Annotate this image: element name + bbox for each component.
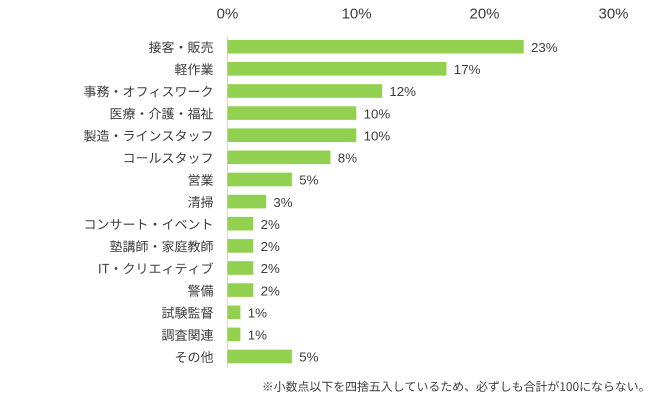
svg-text:3%: 3% <box>273 195 292 210</box>
svg-text:5%: 5% <box>299 173 318 188</box>
svg-text:2%: 2% <box>261 261 280 276</box>
svg-text:1%: 1% <box>248 328 267 343</box>
svg-text:20%: 20% <box>469 5 499 22</box>
svg-text:2%: 2% <box>261 217 280 232</box>
svg-text:2%: 2% <box>261 239 280 254</box>
svg-text:23%: 23% <box>531 40 558 55</box>
svg-text:10%: 10% <box>342 5 372 22</box>
svg-text:5%: 5% <box>299 350 318 365</box>
svg-text:0%: 0% <box>217 5 239 22</box>
svg-text:17%: 17% <box>454 62 481 77</box>
svg-text:1%: 1% <box>248 306 267 321</box>
svg-text:30%: 30% <box>598 5 628 22</box>
svg-text:10%: 10% <box>364 106 391 121</box>
svg-text:12%: 12% <box>389 84 416 99</box>
svg-text:10%: 10% <box>364 128 391 143</box>
svg-text:2%: 2% <box>261 283 280 298</box>
svg-text:8%: 8% <box>338 151 357 166</box>
